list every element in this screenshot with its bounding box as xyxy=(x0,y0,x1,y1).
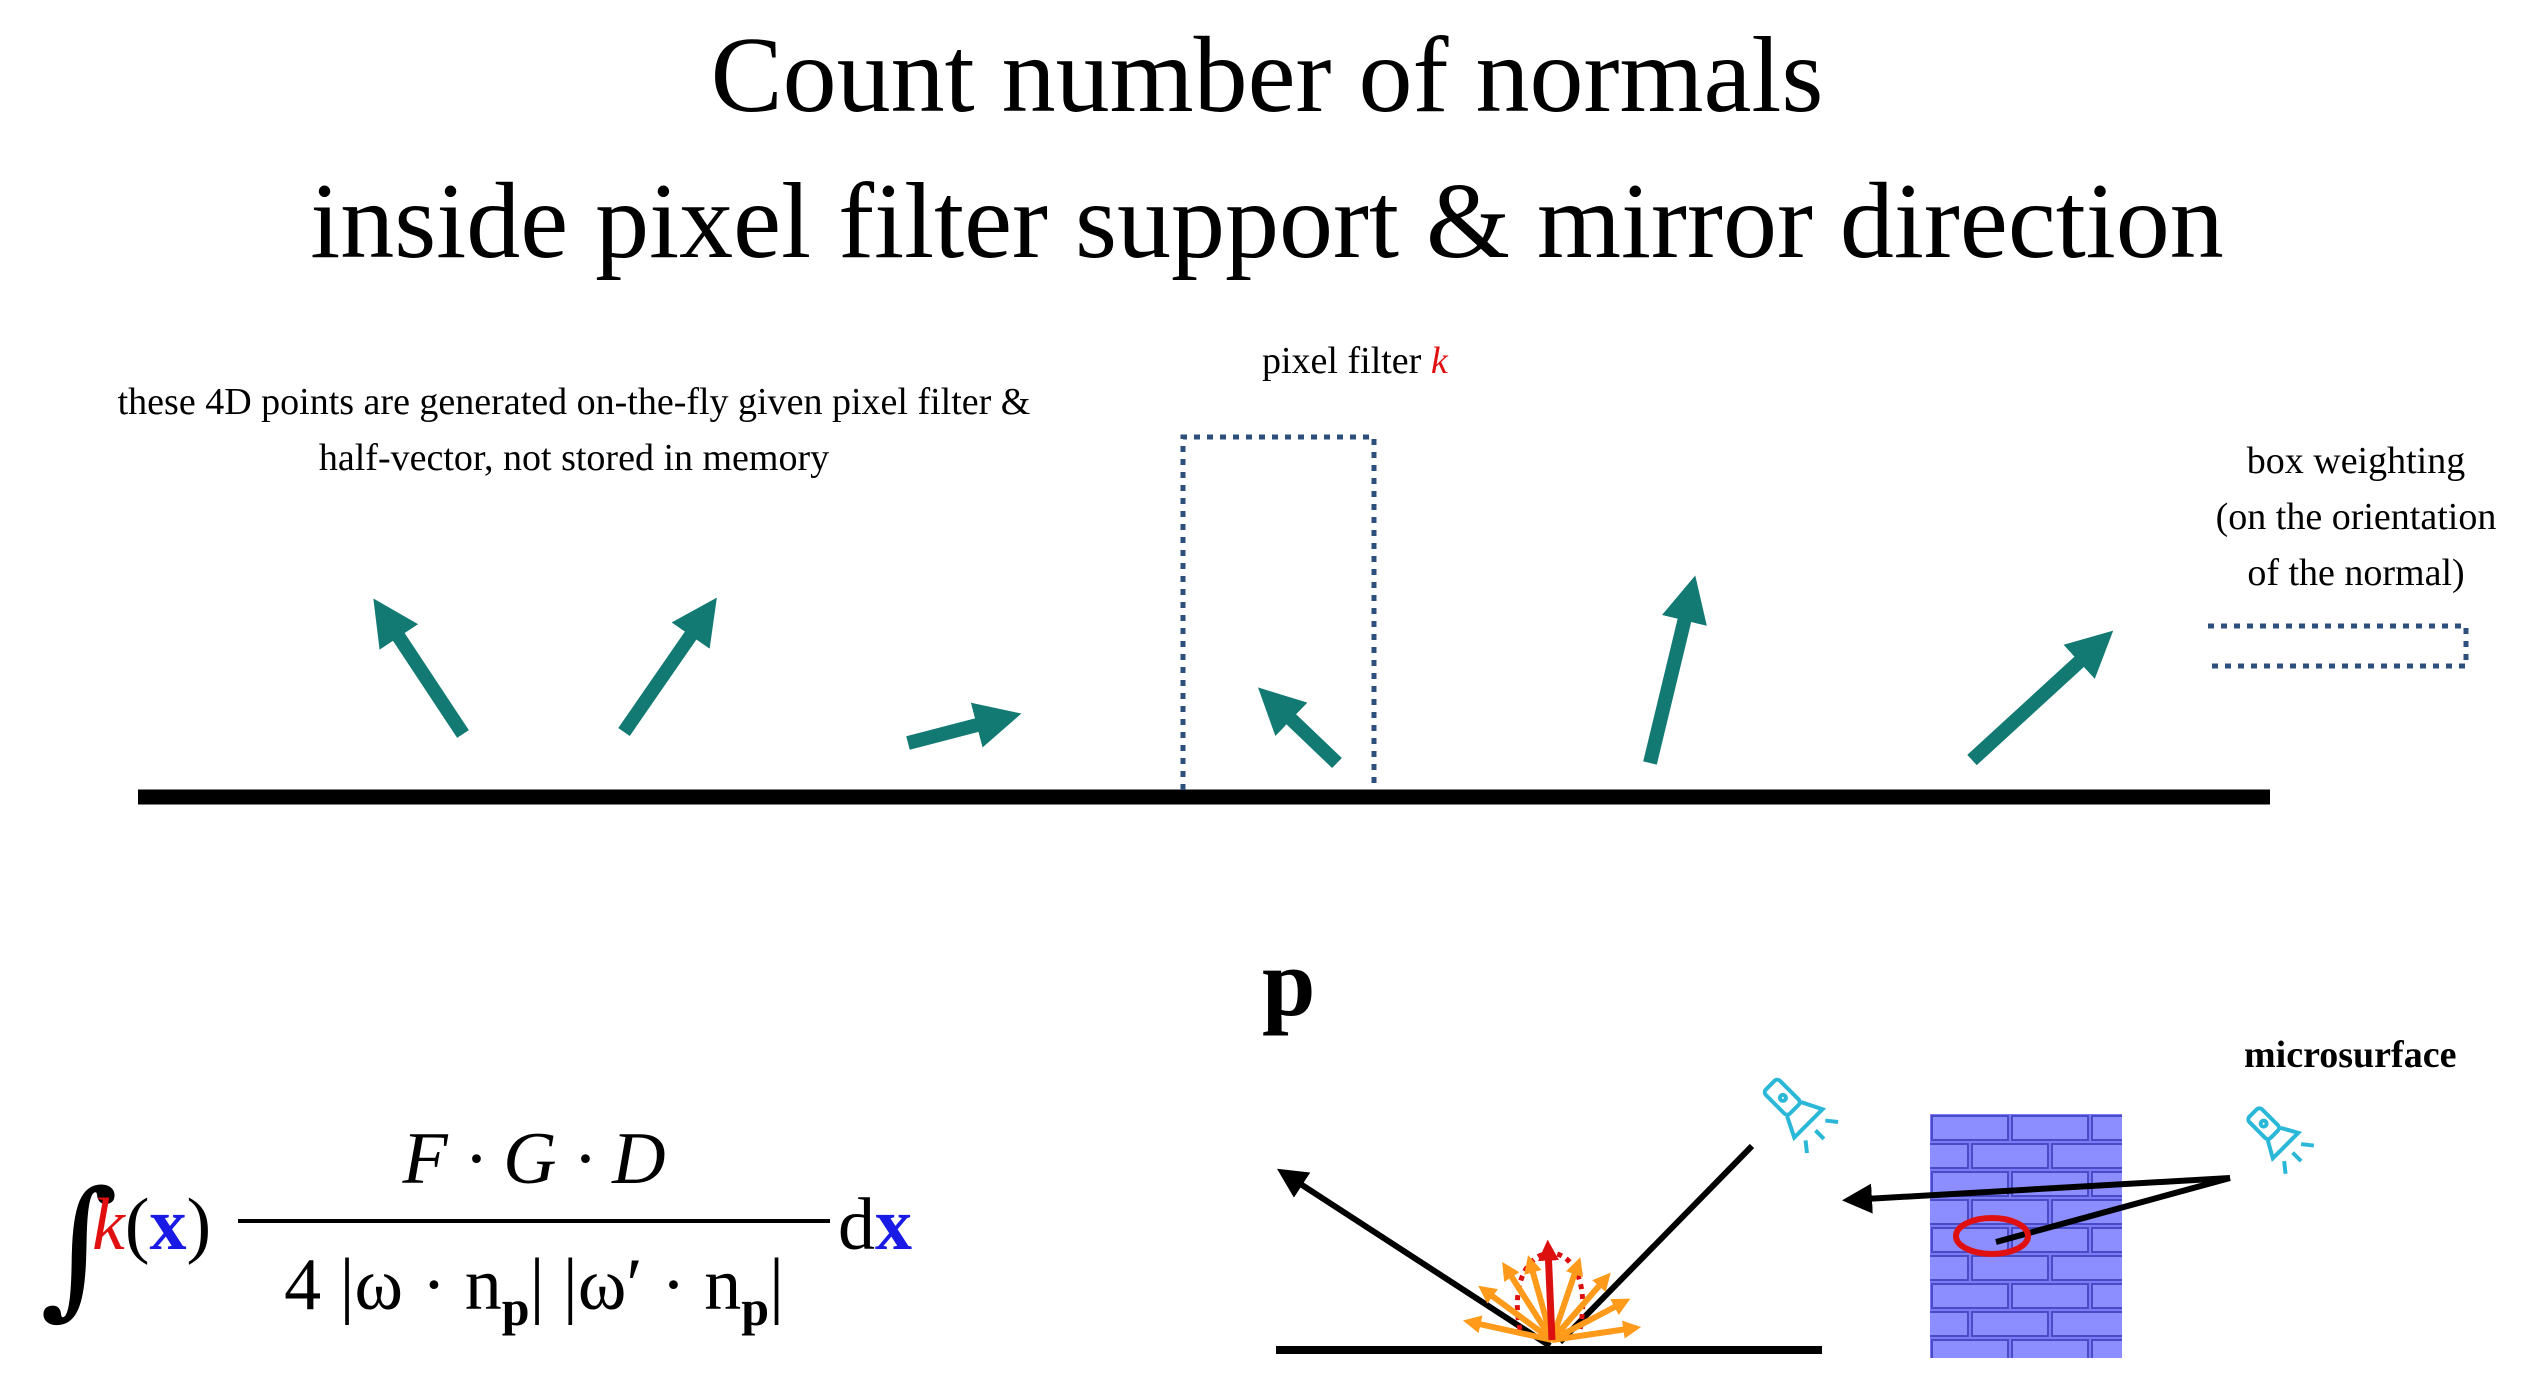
pixel-filter-text: pixel filter xyxy=(1262,340,1422,382)
points-note: these 4D points are generated on-the-fly… xyxy=(12,374,1136,486)
p-label: p xyxy=(1262,929,1316,1036)
microsurface-incident-ray xyxy=(1995,1175,2231,1245)
normal-arrow xyxy=(373,598,469,738)
differential-d: d xyxy=(838,1184,875,1266)
differential-x: x xyxy=(875,1184,912,1266)
box-weighting-line-2: (on the orientation xyxy=(2215,496,2497,538)
points-note-line-2: half-vector, not stored in memory xyxy=(318,437,830,479)
pixel-filter-label: pixel filter k xyxy=(1262,333,1448,389)
formula-numerator: F · G · D xyxy=(402,1118,666,1200)
pixel-filter-box xyxy=(1180,434,1377,790)
denominator-part-3: | xyxy=(769,1244,784,1326)
integral-sign: ∫ xyxy=(40,1160,118,1334)
x-symbol: x xyxy=(149,1184,187,1266)
pixel-filter-symbol: k xyxy=(1430,340,1448,382)
microsurface-ray-arrow xyxy=(1842,1175,2231,1214)
normal-arrow xyxy=(1643,575,1707,765)
kernel-symbol: k xyxy=(92,1184,125,1266)
box-weighting-line-1: box weighting xyxy=(2246,440,2466,482)
denominator-part-2: | |ω′ · n xyxy=(529,1244,742,1326)
denominator-sub-1: p xyxy=(501,1279,530,1336)
normal-arrow xyxy=(906,702,1022,750)
close-paren: ) xyxy=(186,1184,212,1266)
reflection-lobe xyxy=(1462,1239,1642,1343)
flashlight-icon xyxy=(1762,1077,1839,1154)
normal-arrow xyxy=(1257,687,1342,769)
highlight-ellipse xyxy=(1953,1215,2031,1257)
formula-kernel: k(x) xyxy=(92,1188,211,1262)
open-paren: ( xyxy=(124,1184,150,1266)
box-weighting-line-3: of the normal) xyxy=(2247,552,2465,594)
normal-arrow xyxy=(618,597,717,736)
flashlight-icon xyxy=(2246,1106,2315,1175)
denominator-sub-2: p xyxy=(741,1279,770,1336)
formula-denominator: 4 |ω · np| |ω′ · np| xyxy=(238,1248,830,1333)
microsurface-label: microsurface xyxy=(2244,1034,2457,1076)
title-line-2: inside pixel filter support & mirror dir… xyxy=(310,162,2224,281)
points-note-line-1: these 4D points are generated on-the-fly… xyxy=(117,381,1031,423)
box-weighting-note: box weighting (on the orientation of the… xyxy=(2176,433,2534,601)
box-weighting-icon xyxy=(2208,623,2469,669)
title-line-1: Count number of normals xyxy=(710,16,1824,135)
incident-ray xyxy=(1557,1143,1755,1345)
denominator-part-1: 4 |ω · n xyxy=(284,1244,502,1326)
formula-differential: dx xyxy=(838,1188,912,1262)
reflected-ray-arrow xyxy=(1276,1168,1552,1349)
normal-arrow xyxy=(1967,630,2114,766)
